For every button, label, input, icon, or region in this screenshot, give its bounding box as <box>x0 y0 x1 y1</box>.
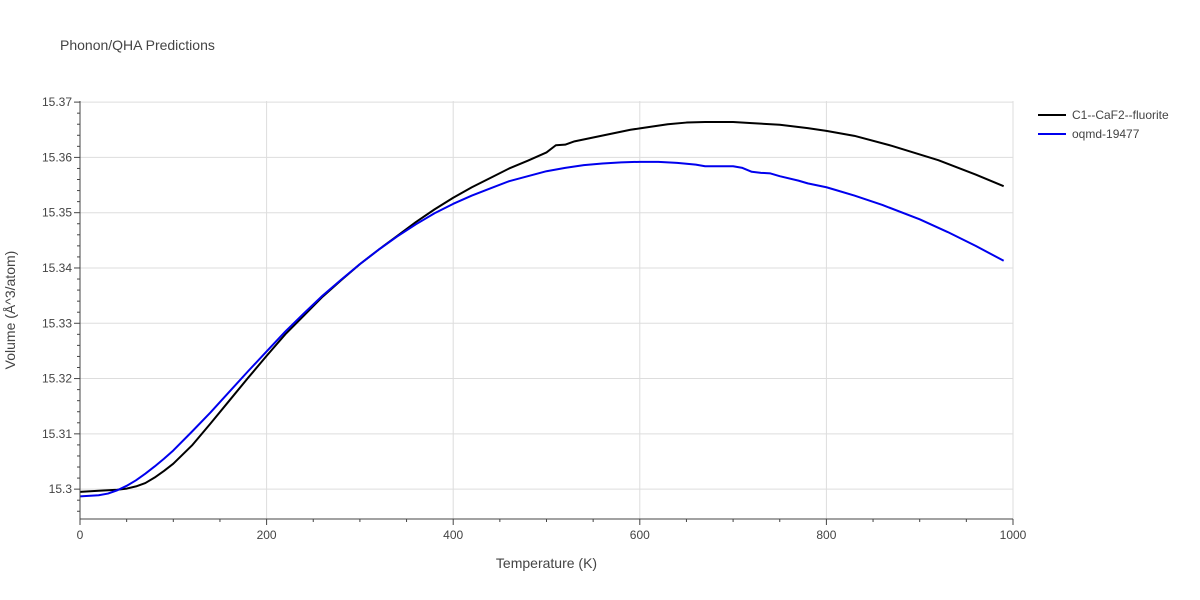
y-tick-label: 15.3 <box>49 482 73 496</box>
series-line-1[interactable] <box>79 121 1005 493</box>
series-line-2[interactable] <box>79 160 1005 498</box>
x-tick-label: 800 <box>816 528 836 542</box>
legend[interactable]: C1--CaF2--fluorite oqmd-19477 <box>1038 108 1169 141</box>
y-tick-label: 15.32 <box>42 372 72 386</box>
x-tick-label: 600 <box>630 528 650 542</box>
x-tick-label: 1000 <box>1000 528 1027 542</box>
x-tick-label: 400 <box>443 528 463 542</box>
x-tick-label: 0 <box>77 528 84 542</box>
y-tick-label: 15.37 <box>42 95 72 109</box>
y-axis-ticks: 15.3 15.31 15.32 15.33 15.34 15.35 15.36 15.37 <box>42 95 72 496</box>
legend-item-1[interactable]: C1--CaF2--fluorite <box>1038 108 1169 122</box>
y-tick-label: 15.33 <box>42 316 72 330</box>
grid-lines <box>80 101 1014 519</box>
y-tick-label: 15.31 <box>42 427 72 441</box>
y-tick-label: 15.35 <box>42 206 72 220</box>
x-axis-ticks: 0 200 400 600 800 1000 <box>77 528 1027 542</box>
series-layer <box>79 121 1005 498</box>
y-axis-title: Volume (Å^3/atom) <box>2 251 18 370</box>
legend-label: oqmd-19477 <box>1072 127 1140 141</box>
axes <box>74 101 1014 525</box>
legend-item-2[interactable]: oqmd-19477 <box>1038 127 1140 141</box>
legend-label: C1--CaF2--fluorite <box>1072 108 1169 122</box>
chart-title: Phonon/QHA Predictions <box>60 37 215 53</box>
y-tick-label: 15.34 <box>42 261 72 275</box>
y-tick-label: 15.36 <box>42 150 72 164</box>
x-axis-title: Temperature (K) <box>496 555 597 571</box>
x-tick-label: 200 <box>257 528 277 542</box>
